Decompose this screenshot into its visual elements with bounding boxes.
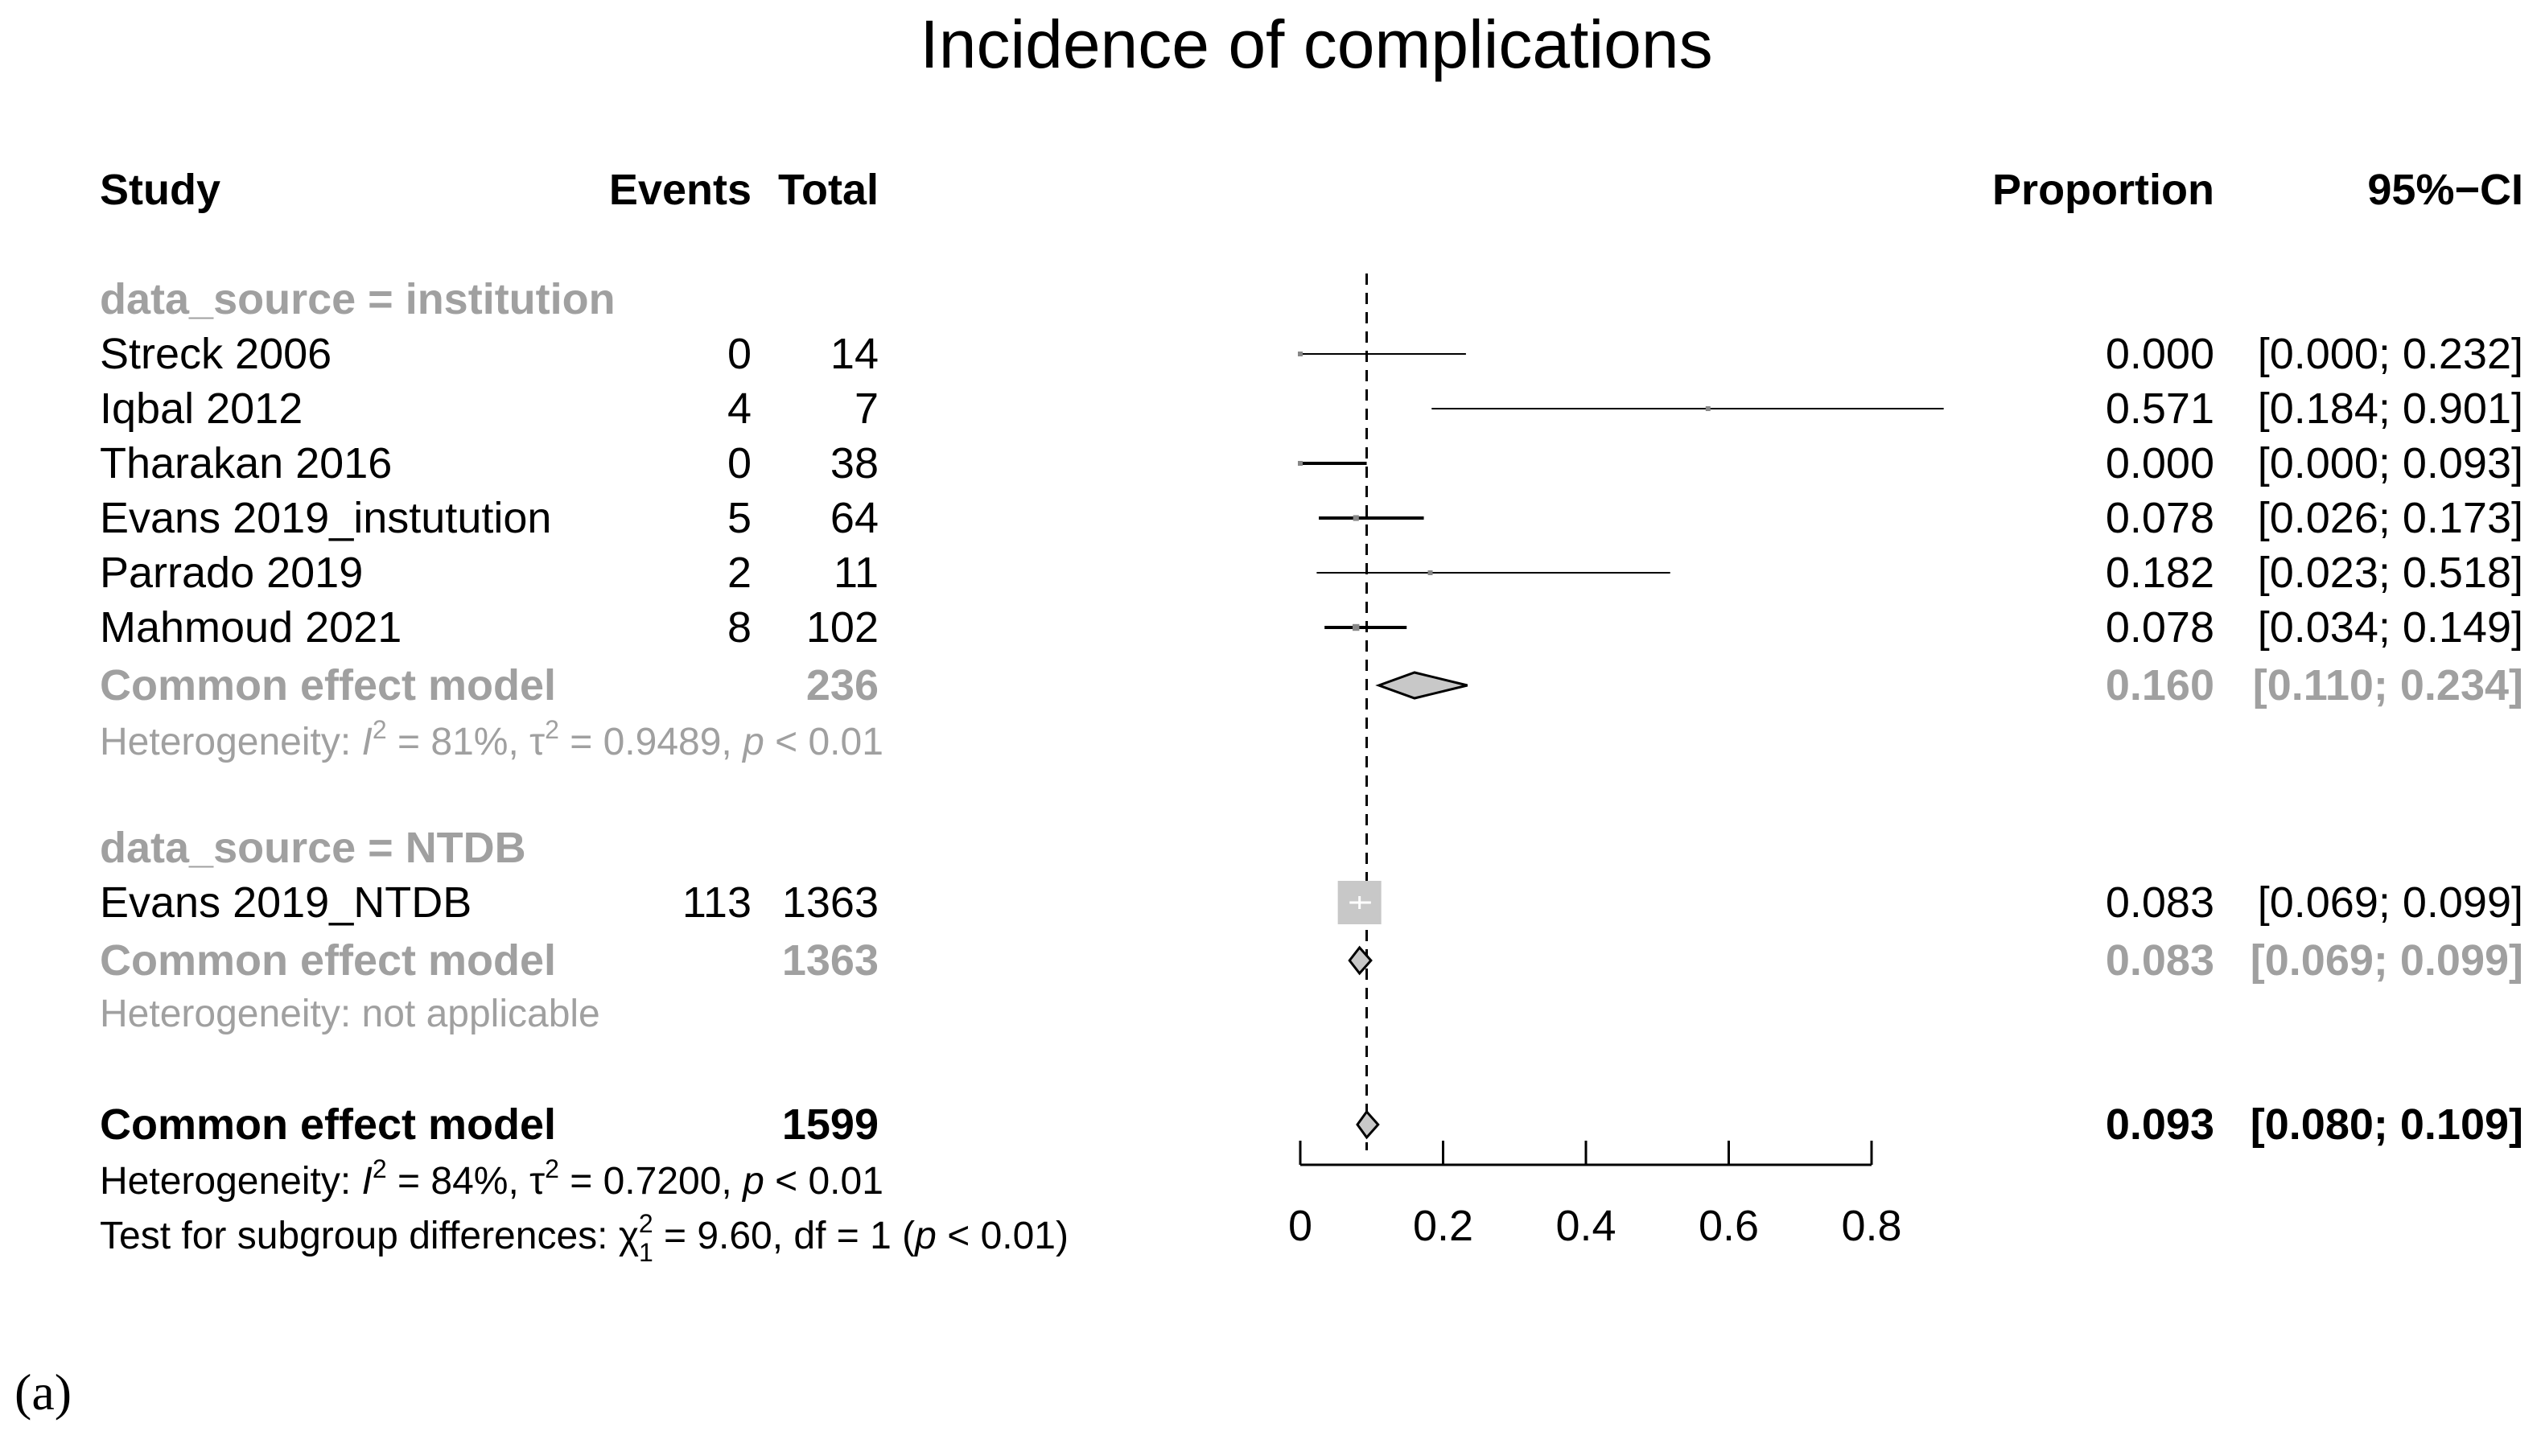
plot-marks xyxy=(1298,352,1944,1140)
subgroup-institution: data_source = institution Streck 2006 0 … xyxy=(100,275,2523,763)
x-tick-label: 0.4 xyxy=(1555,1202,1616,1250)
study-row: Evans 2019_NTDB 113 1363 0.083 [0.069; 0… xyxy=(100,878,2523,927)
x-tick-label: 0.6 xyxy=(1699,1202,1759,1250)
overall-proportion: 0.093 xyxy=(2106,1100,2214,1149)
study-total: 1363 xyxy=(782,878,879,927)
subgroup-test-text: Test for subgroup differences: χ12 = 9.6… xyxy=(100,1209,1069,1267)
overall-heterogeneity-text: Heterogeneity: I2 = 84%, τ2 = 0.7200, p … xyxy=(100,1154,883,1203)
x-tick-label: 0.2 xyxy=(1413,1202,1473,1250)
study-name: Tharakan 2016 xyxy=(100,439,392,487)
study-square xyxy=(1353,515,1359,521)
pooled-row: Common effect model 1363 0.083 [0.069; 0… xyxy=(100,936,2523,985)
study-row: Streck 2006 0 14 0.000 [0.000; 0.232] xyxy=(100,330,2523,378)
header-total: Total xyxy=(778,166,879,214)
study-events: 4 xyxy=(727,385,752,433)
pooled-diamond xyxy=(1348,945,1373,976)
study-square xyxy=(1298,461,1303,466)
study-total: 38 xyxy=(830,439,879,487)
study-proportion: 0.083 xyxy=(2106,878,2214,927)
x-axis: 0 0.2 0.4 0.6 0.8 xyxy=(1288,1141,1902,1250)
pooled-total: 236 xyxy=(806,661,879,709)
study-events: 0 xyxy=(727,330,752,378)
study-proportion: 0.571 xyxy=(2106,385,2214,433)
study-square xyxy=(1427,570,1433,575)
study-ci: [0.184; 0.901] xyxy=(2258,385,2523,433)
study-square xyxy=(1353,623,1360,631)
chart-title: Incidence of complications xyxy=(920,6,1712,82)
study-name: Evans 2019_instutution xyxy=(100,494,551,542)
heterogeneity-text: Heterogeneity: not applicable xyxy=(100,993,600,1035)
pooled-proportion: 0.083 xyxy=(2106,936,2214,985)
study-row: Mahmoud 2021 8 102 0.078 [0.034; 0.149] xyxy=(100,603,2523,652)
pooled-label: Common effect model xyxy=(100,661,556,709)
study-square xyxy=(1298,352,1303,356)
study-ci: [0.000; 0.232] xyxy=(2258,330,2523,378)
study-proportion: 0.000 xyxy=(2106,330,2214,378)
header-proportion: Proportion xyxy=(1992,166,2214,214)
study-events: 2 xyxy=(727,549,752,597)
study-events: 113 xyxy=(682,878,752,927)
study-total: 14 xyxy=(830,330,879,378)
study-events: 8 xyxy=(727,603,752,652)
study-row: Parrado 2019 2 11 0.182 [0.023; 0.518] xyxy=(100,549,2523,597)
panel-label: (a) xyxy=(14,1363,72,1421)
overall-ci: [0.080; 0.109] xyxy=(2251,1100,2523,1149)
overall-row: Common effect model 1599 0.093 [0.080; 0… xyxy=(100,1100,2523,1149)
x-tick-label: 0 xyxy=(1288,1202,1312,1250)
pooled-ci: [0.110; 0.234] xyxy=(2253,661,2523,709)
study-ci: [0.023; 0.518] xyxy=(2258,549,2523,597)
overall-label: Common effect model xyxy=(100,1100,556,1149)
study-ci: [0.000; 0.093] xyxy=(2258,439,2523,487)
study-proportion: 0.078 xyxy=(2106,603,2214,652)
study-row: Tharakan 2016 0 38 0.000 [0.000; 0.093] xyxy=(100,439,2523,487)
subgroup-label: data_source = institution xyxy=(100,275,616,323)
study-proportion: 0.182 xyxy=(2106,549,2214,597)
study-name: Streck 2006 xyxy=(100,330,332,378)
pooled-label: Common effect model xyxy=(100,936,556,985)
study-row: Evans 2019_instutution 5 64 0.078 [0.026… xyxy=(100,494,2523,542)
study-name: Evans 2019_NTDB xyxy=(100,878,472,927)
header-ci: 95%−CI xyxy=(2367,166,2523,214)
study-ci: [0.069; 0.099] xyxy=(2258,878,2523,927)
study-proportion: 0.078 xyxy=(2106,494,2214,542)
study-proportion: 0.000 xyxy=(2106,439,2214,487)
subgroup-ntdb: data_source = NTDB Evans 2019_NTDB 113 1… xyxy=(100,824,2523,1035)
study-ci: [0.034; 0.149] xyxy=(2258,603,2523,652)
subgroup-label: data_source = NTDB xyxy=(100,824,526,872)
pooled-diamond xyxy=(1375,671,1468,700)
study-name: Iqbal 2012 xyxy=(100,385,303,433)
study-total: 102 xyxy=(806,603,879,652)
study-total: 11 xyxy=(834,549,879,597)
pooled-row: Common effect model 236 0.160 [0.110; 0.… xyxy=(100,661,2523,709)
study-ci: [0.026; 0.173] xyxy=(2258,494,2523,542)
pooled-total: 1363 xyxy=(782,936,879,985)
study-name: Mahmoud 2021 xyxy=(100,603,402,652)
study-events: 0 xyxy=(727,439,752,487)
study-name: Parrado 2019 xyxy=(100,549,363,597)
pooled-proportion: 0.160 xyxy=(2106,661,2214,709)
overall-total: 1599 xyxy=(782,1100,879,1149)
header-study: Study xyxy=(100,166,220,214)
x-tick-label: 0.8 xyxy=(1841,1202,1901,1250)
study-row: Iqbal 2012 4 7 0.571 [0.184; 0.901] xyxy=(100,385,2523,433)
study-total: 7 xyxy=(855,385,879,433)
overall-diamond xyxy=(1356,1109,1380,1140)
study-events: 5 xyxy=(727,494,752,542)
pooled-ci: [0.069; 0.099] xyxy=(2251,936,2523,985)
study-total: 64 xyxy=(830,494,879,542)
header-events: Events xyxy=(609,166,752,214)
study-square xyxy=(1705,406,1711,411)
heterogeneity-text: Heterogeneity: I2 = 81%, τ2 = 0.9489, p … xyxy=(100,715,883,763)
